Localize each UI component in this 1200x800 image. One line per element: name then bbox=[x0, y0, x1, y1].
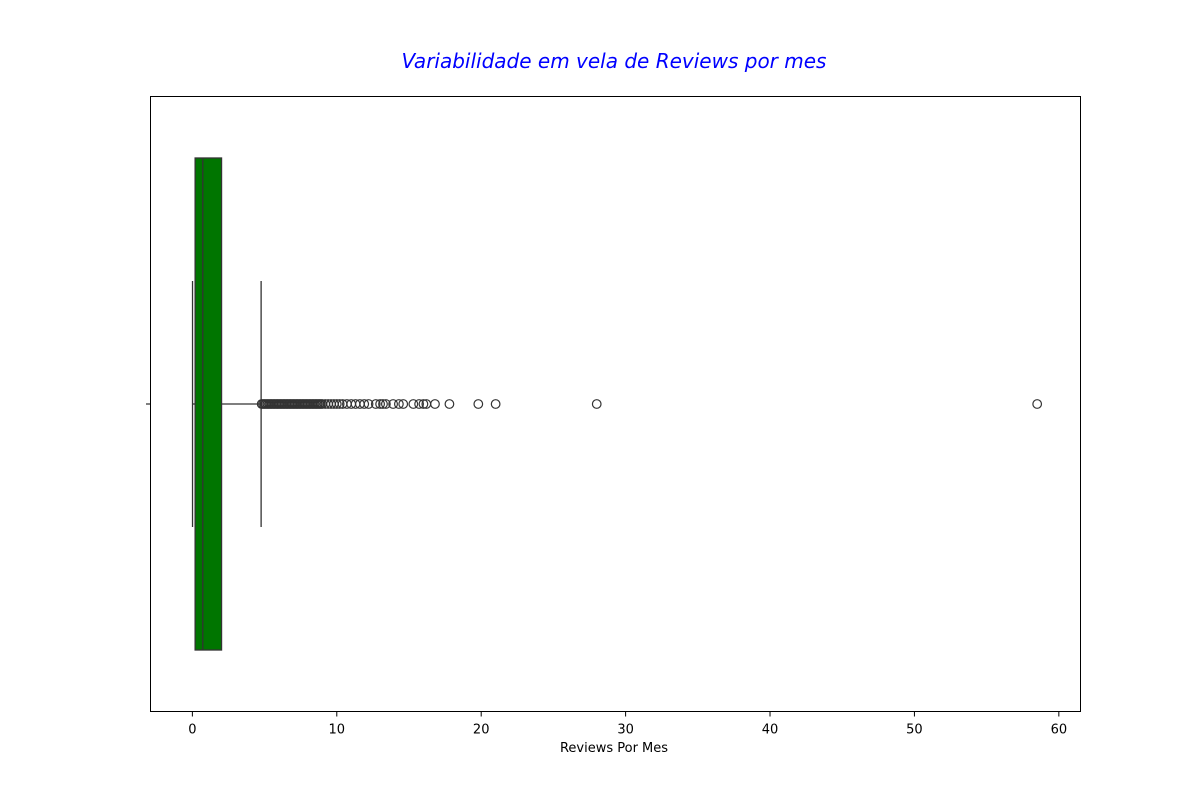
outlier-point bbox=[388, 399, 399, 409]
x-tick-label: 30 bbox=[617, 723, 634, 738]
outlier-point bbox=[370, 399, 381, 409]
outlier-point bbox=[444, 399, 455, 409]
outlier-point bbox=[418, 399, 429, 409]
box bbox=[194, 157, 223, 651]
outlier-point bbox=[359, 399, 370, 409]
outlier-point bbox=[393, 399, 404, 409]
outlier-point bbox=[363, 399, 374, 409]
outlier-point bbox=[490, 399, 501, 409]
outlier-point bbox=[334, 399, 345, 409]
outliers bbox=[256, 399, 1043, 409]
outlier-point bbox=[331, 399, 342, 409]
outlier-point bbox=[398, 399, 409, 409]
x-tick-label: 0 bbox=[188, 723, 196, 738]
outlier-point bbox=[375, 399, 386, 409]
outlier-point bbox=[414, 399, 425, 409]
iqr-box bbox=[194, 157, 223, 651]
outlier-point bbox=[591, 399, 602, 409]
outlier-point bbox=[1032, 399, 1043, 409]
outlier-point bbox=[473, 399, 484, 409]
outlier-point bbox=[430, 399, 440, 409]
x-tick-label: 20 bbox=[473, 723, 490, 738]
x-axis-label: Reviews Por Mes bbox=[560, 741, 668, 756]
x-tick-label: 40 bbox=[762, 723, 779, 738]
chart-title: Variabilidade em vela de Reviews por mes bbox=[402, 49, 827, 73]
x-tick-label: 60 bbox=[1051, 723, 1068, 738]
x-tick-label: 50 bbox=[906, 723, 923, 738]
x-tick-label: 10 bbox=[329, 723, 346, 738]
outlier-point bbox=[408, 399, 419, 409]
outlier-point bbox=[378, 399, 388, 409]
x-axis: 0 10 20 30 40 50 60 bbox=[188, 711, 1068, 738]
outlier-point bbox=[380, 399, 391, 409]
